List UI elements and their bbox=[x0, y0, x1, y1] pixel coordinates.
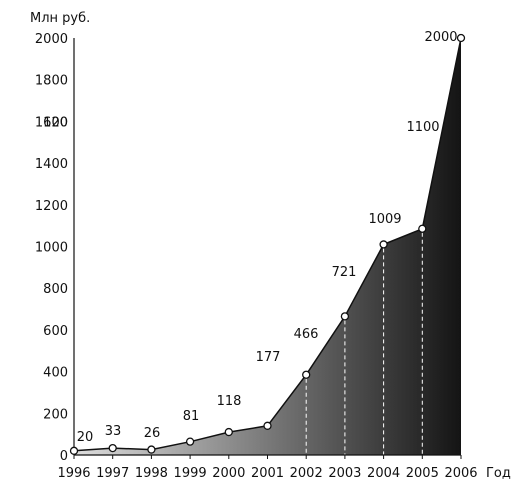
y-tick-label: 0 bbox=[60, 449, 68, 464]
data-point bbox=[302, 370, 311, 379]
x-tick-label: 1997 bbox=[96, 466, 129, 481]
area-layer bbox=[74, 38, 461, 455]
data-point bbox=[185, 437, 195, 446]
x-tick-label: 2000 bbox=[212, 466, 245, 481]
data-point bbox=[69, 446, 79, 455]
y-tick-label: 1800 bbox=[35, 74, 68, 89]
x-tick-label: 2001 bbox=[251, 466, 284, 481]
data-label: 118 bbox=[217, 394, 242, 409]
data-points bbox=[69, 33, 466, 455]
y-tick-label: 400 bbox=[43, 366, 68, 381]
data-point bbox=[379, 240, 388, 249]
x-tick-label: 1999 bbox=[174, 466, 207, 481]
data-point bbox=[456, 33, 466, 43]
data-label: 2000 bbox=[424, 30, 457, 45]
data-label: 466 bbox=[294, 327, 319, 342]
y-tick-label: 1000 bbox=[35, 241, 68, 256]
y-tick-label: 1400 bbox=[35, 157, 68, 172]
x-tick-labels: 1996 1997 1998 1999 2000 2001 2002 2003 2004 2005… bbox=[57, 455, 478, 481]
data-label: 1100 bbox=[406, 120, 439, 135]
y-tick-label: 600 bbox=[43, 324, 68, 339]
x-tick-label: 2004 bbox=[367, 466, 400, 481]
y-tick-label: 800 bbox=[43, 282, 68, 297]
data-point bbox=[340, 312, 350, 321]
y-tick-label: 1600 bbox=[35, 115, 68, 130]
data-labels: 20 33 26 81 118 177 466 721 1009 1100 2000 bbox=[77, 30, 458, 445]
data-label: 177 bbox=[256, 350, 281, 365]
x-tick-label: 1998 bbox=[135, 466, 168, 481]
data-point bbox=[418, 224, 427, 233]
x-tick-label: 2003 bbox=[328, 466, 361, 481]
data-point bbox=[224, 427, 233, 437]
data-point bbox=[263, 421, 272, 430]
data-label: 33 bbox=[105, 424, 122, 439]
data-label: 1009 bbox=[368, 212, 401, 227]
x-tick-label: 2006 bbox=[444, 466, 477, 481]
data-point bbox=[108, 443, 117, 453]
data-label: 26 bbox=[144, 426, 161, 441]
data-label: 81 bbox=[183, 409, 200, 424]
y-tick-label: 200 bbox=[43, 407, 68, 422]
x-tick-label: 1996 bbox=[57, 466, 90, 481]
x-tick-label: 2005 bbox=[406, 466, 439, 481]
y-tick-label: 2000 bbox=[35, 32, 68, 47]
y-tick-label: 1200 bbox=[35, 199, 68, 214]
x-axis-unit-label: Год bbox=[486, 466, 511, 481]
data-point bbox=[147, 445, 156, 454]
drop-lines bbox=[305, 232, 423, 455]
x-tick-label: 2002 bbox=[290, 466, 323, 481]
area-fill bbox=[74, 38, 461, 455]
data-label: 20 bbox=[77, 430, 94, 445]
data-label: 721 bbox=[332, 265, 357, 280]
y-tick-label-overprint: 120 bbox=[43, 115, 68, 130]
y-axis-unit-label: Млн руб. bbox=[30, 11, 90, 26]
